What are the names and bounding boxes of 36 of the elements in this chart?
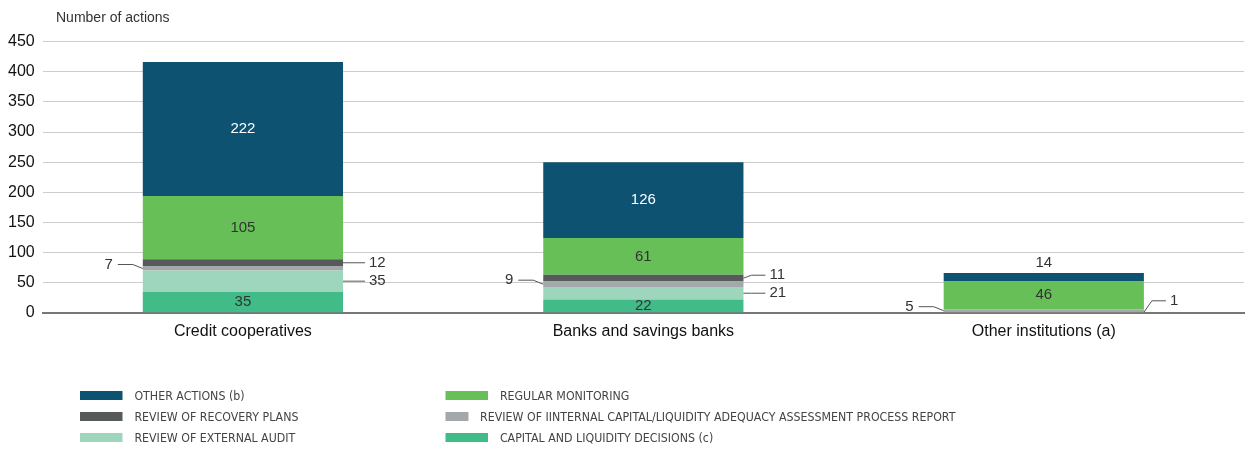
data-label: 61 — [635, 246, 652, 264]
y-tick-label: 250 — [7, 152, 35, 170]
data-label: 7 — [104, 254, 113, 272]
y-tick-label: 0 — [25, 303, 35, 321]
data-label: 21 — [769, 283, 787, 301]
legend-label: CAPITAL AND LIQUIDITY DECISIONS (c) — [499, 430, 714, 445]
y-tick-label: 450 — [7, 32, 35, 50]
legend-label: OTHER ACTIONS (b) — [134, 388, 245, 403]
legend-label: REVIEW OF EXTERNAL AUDIT — [134, 430, 296, 445]
data-label: 12 — [369, 252, 386, 270]
data-label: 11 — [769, 265, 786, 283]
x-tick-label: Other institutions (a) — [971, 321, 1116, 339]
x-tick-label: Banks and savings banks — [552, 321, 735, 339]
y-tick-label: 350 — [7, 92, 35, 110]
x-tick-label: Credit cooperatives — [173, 321, 312, 339]
data-label: 14 — [1035, 253, 1053, 271]
data-label: 46 — [1035, 285, 1053, 303]
data-label: 1 — [1169, 290, 1179, 308]
y-tick-label: 200 — [7, 182, 35, 200]
y-axis-title: Number of actions — [56, 9, 170, 25]
data-label: 5 — [905, 296, 914, 314]
data-label: 126 — [630, 190, 656, 208]
data-label: 35 — [234, 292, 252, 310]
y-tick-label: 150 — [7, 212, 35, 230]
data-label: 22 — [635, 296, 652, 314]
data-label: 9 — [504, 270, 514, 288]
y-tick-label: 400 — [7, 62, 35, 80]
y-tick-label: 50 — [16, 273, 35, 291]
data-label: 35 — [369, 271, 386, 289]
legend-label: REGULAR MONITORING — [499, 388, 630, 403]
y-tick-label: 100 — [7, 242, 35, 260]
data-label: 222 — [230, 119, 256, 137]
data-label: 105 — [230, 217, 256, 235]
legend-label: REVIEW OF RECOVERY PLANS — [134, 409, 299, 424]
legend-label: REVIEW OF IINTERNAL CAPITAL/LIQUIDITY ADEQUACY ASSESSMENT PROCESS REPORT — [480, 409, 956, 424]
y-tick-label: 300 — [7, 122, 35, 140]
